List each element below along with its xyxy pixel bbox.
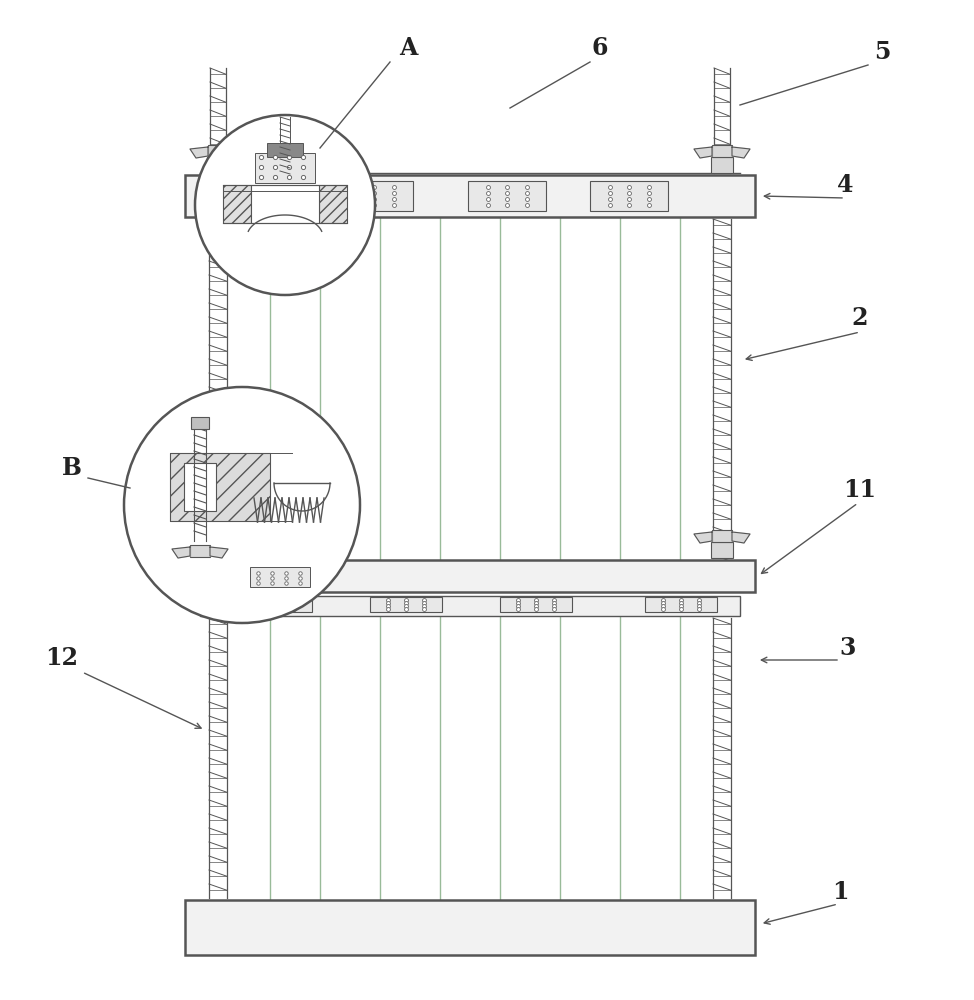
Circle shape bbox=[124, 387, 360, 623]
Text: 6: 6 bbox=[592, 36, 608, 60]
Bar bbox=[370, 597, 442, 612]
Polygon shape bbox=[210, 547, 228, 558]
Bar bbox=[191, 417, 209, 429]
Text: 3: 3 bbox=[840, 636, 856, 660]
Polygon shape bbox=[732, 532, 750, 543]
Bar bbox=[185, 560, 755, 592]
Bar bbox=[500, 597, 572, 612]
Bar bbox=[255, 153, 315, 183]
Polygon shape bbox=[694, 532, 712, 543]
Bar bbox=[208, 145, 228, 157]
Bar bbox=[712, 145, 732, 157]
Bar bbox=[240, 597, 312, 612]
Bar bbox=[645, 597, 717, 612]
Bar bbox=[200, 596, 740, 616]
Bar bbox=[335, 181, 413, 211]
Text: A: A bbox=[398, 36, 417, 60]
Text: B: B bbox=[62, 456, 82, 480]
Bar bbox=[250, 567, 310, 587]
Polygon shape bbox=[228, 147, 246, 158]
Bar bbox=[712, 530, 732, 542]
Bar bbox=[207, 157, 229, 173]
Bar bbox=[251, 185, 319, 223]
Bar bbox=[590, 181, 668, 211]
Text: 4: 4 bbox=[837, 173, 853, 197]
Bar bbox=[711, 542, 733, 558]
Bar bbox=[185, 900, 755, 955]
Bar bbox=[190, 545, 210, 557]
Bar bbox=[207, 542, 229, 558]
Text: 11: 11 bbox=[843, 478, 877, 502]
Bar bbox=[185, 175, 755, 217]
Polygon shape bbox=[190, 532, 208, 543]
Polygon shape bbox=[694, 147, 712, 158]
Bar bbox=[319, 185, 347, 223]
Polygon shape bbox=[732, 147, 750, 158]
Polygon shape bbox=[172, 547, 190, 558]
Bar bbox=[468, 181, 546, 211]
Bar bbox=[267, 143, 303, 157]
Text: 1: 1 bbox=[832, 880, 848, 904]
Text: 5: 5 bbox=[874, 40, 890, 64]
Text: 12: 12 bbox=[46, 646, 79, 670]
Circle shape bbox=[195, 115, 375, 295]
Bar bbox=[223, 185, 251, 223]
Bar bbox=[170, 453, 270, 521]
Polygon shape bbox=[228, 532, 246, 543]
Bar bbox=[184, 463, 216, 511]
Text: 2: 2 bbox=[851, 306, 868, 330]
Bar bbox=[711, 157, 733, 173]
Polygon shape bbox=[190, 147, 208, 158]
Bar bbox=[208, 530, 228, 542]
